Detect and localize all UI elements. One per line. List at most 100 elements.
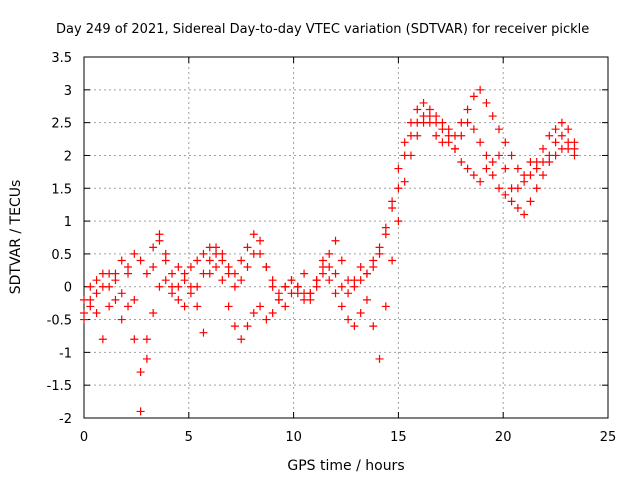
data-point [224,302,233,311]
data-point [306,289,315,298]
data-point [105,302,114,311]
data-point [174,295,183,304]
data-point [394,164,403,173]
data-point [463,164,472,173]
data-point [92,289,101,298]
data-point [394,217,403,226]
data-point [394,184,403,193]
data-point [86,282,95,291]
data-point [105,282,114,291]
data-point [168,289,177,298]
y-tick-label: 0.5 [51,248,72,263]
data-point [274,295,283,304]
data-point [224,269,233,278]
data-point [457,158,466,167]
data-point [155,236,164,245]
x-tick-label: 15 [390,430,407,445]
data-point [432,131,441,140]
data-point [337,282,346,291]
data-point [495,151,504,160]
data-point [356,308,365,317]
data-point [293,282,302,291]
data-point [136,368,145,377]
data-point [168,269,177,278]
data-point [212,243,221,252]
plot-frame [83,56,609,419]
data-point [199,249,208,258]
data-point [457,131,466,140]
data-point [513,164,522,173]
data-point [205,269,214,278]
data-point [287,289,296,298]
data-point [243,322,252,331]
data-point [488,171,497,180]
data-point [362,295,371,304]
data-point [488,158,497,167]
data-point [249,308,258,317]
data-point [375,354,384,363]
data-point [331,289,340,298]
data-point [318,256,327,265]
series-3 [80,112,579,416]
data-point [463,105,472,114]
data-point [98,335,107,344]
data-point [444,138,453,147]
data-point [344,315,353,324]
data-point [564,144,573,153]
y-tick-label: 1.5 [51,182,72,197]
data-point [249,249,258,258]
data-point [161,256,170,265]
data-point [469,171,478,180]
data-point [205,256,214,265]
data-point [551,125,560,134]
data-point [180,302,189,311]
data-point [155,282,164,291]
data-point [438,125,447,134]
data-point [425,118,434,127]
data-point [111,269,120,278]
data-point [476,177,485,186]
data-point [142,335,151,344]
data-point [413,105,422,114]
data-point [381,223,390,232]
data-point [130,249,139,258]
data-point [539,171,548,180]
y-tick-label: -2 [59,412,72,427]
data-point [262,263,271,272]
x-tick-labels: 0 5 10 15 20 25 [80,430,616,445]
data-point [337,256,346,265]
data-point [526,158,535,167]
y-tick-label: 3.5 [51,51,72,66]
data-point [130,335,139,344]
y-tick-label: -0.5 [47,314,72,329]
series-2 [80,112,579,377]
data-point [520,210,529,219]
data-point [230,322,239,331]
data-point [268,308,277,317]
data-point [212,263,221,272]
data-point [532,184,541,193]
data-point [388,256,397,265]
data-point [388,203,397,212]
data-point [199,328,208,337]
data-point [501,164,510,173]
data-point [218,276,227,285]
tick-marks [83,56,609,419]
data-point [369,322,378,331]
data-point [186,263,195,272]
data-point [124,302,133,311]
data-point [98,269,107,278]
data-point [539,158,548,167]
data-point [419,98,428,107]
y-tick-label: -1.5 [47,379,72,394]
data-point [344,289,353,298]
chart-title: Day 249 of 2021, Sidereal Day-to-day VTE… [56,22,589,37]
data-point [243,263,252,272]
data-point [237,335,246,344]
data-point [237,256,246,265]
data-point [136,407,145,416]
data-point [149,308,158,317]
data-point [243,243,252,252]
